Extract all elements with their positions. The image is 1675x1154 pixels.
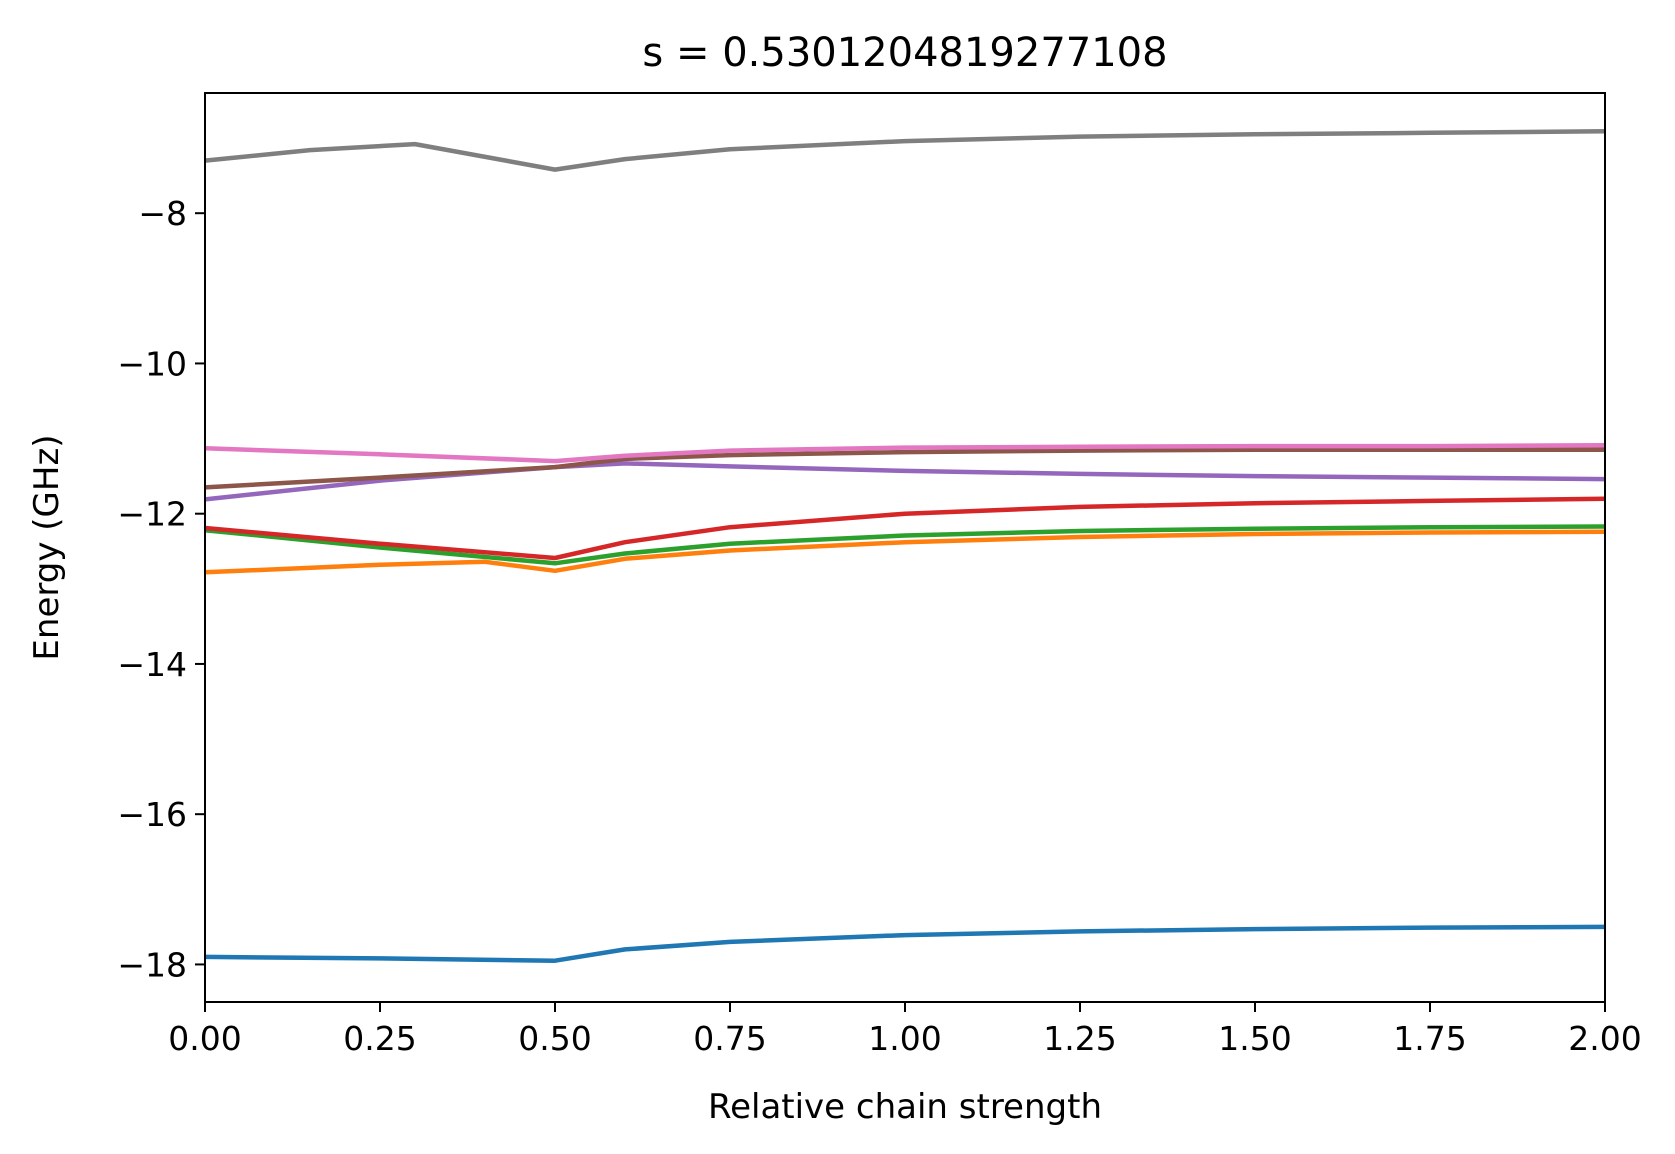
x-tick-label: 0.50 bbox=[518, 1019, 591, 1058]
series-line-8 bbox=[204, 129, 1606, 172]
series-line-7 bbox=[204, 443, 1606, 464]
y-tick-label: −10 bbox=[117, 344, 187, 383]
y-tick-label: −8 bbox=[138, 194, 187, 233]
series-line-1 bbox=[204, 924, 1606, 963]
series-layer bbox=[204, 129, 1606, 963]
x-tick-label: 1.75 bbox=[1393, 1019, 1466, 1058]
y-tick-label: −12 bbox=[117, 495, 187, 534]
x-tick-label: 1.50 bbox=[1218, 1019, 1291, 1058]
y-tick-label: −16 bbox=[117, 795, 187, 834]
x-tick-label: 0.00 bbox=[168, 1019, 241, 1058]
x-tick-label: 0.75 bbox=[693, 1019, 766, 1058]
x-axis-label: Relative chain strength bbox=[708, 1087, 1102, 1127]
series-line-3 bbox=[204, 524, 1606, 566]
x-tick-label: 1.00 bbox=[868, 1019, 941, 1058]
x-tick-label: 1.25 bbox=[1043, 1019, 1116, 1058]
x-tick-label: 2.00 bbox=[1568, 1019, 1641, 1058]
y-tick-label: −18 bbox=[117, 945, 187, 984]
x-axis: 0.00 0.25 0.50 0.75 1.00 1.25 1.50 1.75 2.00 bbox=[168, 1002, 1642, 1058]
y-axis: −18 −16 −14 −12 −10 −8 bbox=[117, 194, 205, 984]
y-tick-label: −14 bbox=[117, 645, 187, 684]
x-tick-label: 0.25 bbox=[343, 1019, 416, 1058]
y-axis-label: Energy (GHz) bbox=[27, 434, 67, 660]
chart-title: s = 0.5301204819277108 bbox=[642, 30, 1167, 76]
series-line-4 bbox=[204, 496, 1606, 561]
series-line-2 bbox=[204, 529, 1606, 575]
series-line-6 bbox=[204, 447, 1605, 490]
